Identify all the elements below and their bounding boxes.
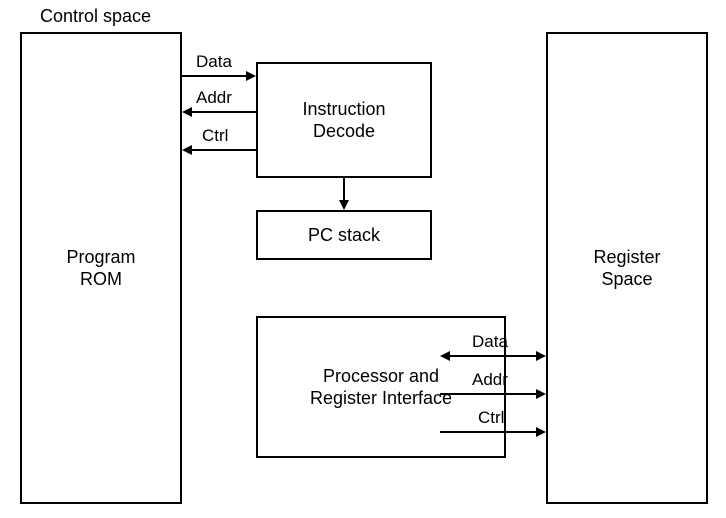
node-instruction-decode-label: Instruction Decode [302,98,385,143]
diagram-title: Control space [40,6,151,27]
node-instruction-decode: Instruction Decode [256,62,432,178]
node-pc-stack-label: PC stack [308,224,380,247]
edge-label-rom-decode-data: Data [196,52,232,72]
edge-label-decode-rom-addr: Addr [196,88,232,108]
node-register-space-label: Register Space [593,246,660,291]
control-space-diagram: Control space Program ROM Instruction De… [0,0,726,518]
node-proc-reg-if-label: Processor and Register Interface [310,365,452,410]
edge-label-procif-reg-data: Data [472,332,508,352]
edge-label-decode-rom-ctrl: Ctrl [202,126,228,146]
node-register-space: Register Space [546,32,708,504]
edge-label-procif-reg-addr: Addr [472,370,508,390]
node-program-rom: Program ROM [20,32,182,504]
node-pc-stack: PC stack [256,210,432,260]
edge-label-procif-reg-ctrl: Ctrl [478,408,504,428]
node-program-rom-label: Program ROM [66,246,135,291]
node-proc-reg-if: Processor and Register Interface [256,316,506,458]
